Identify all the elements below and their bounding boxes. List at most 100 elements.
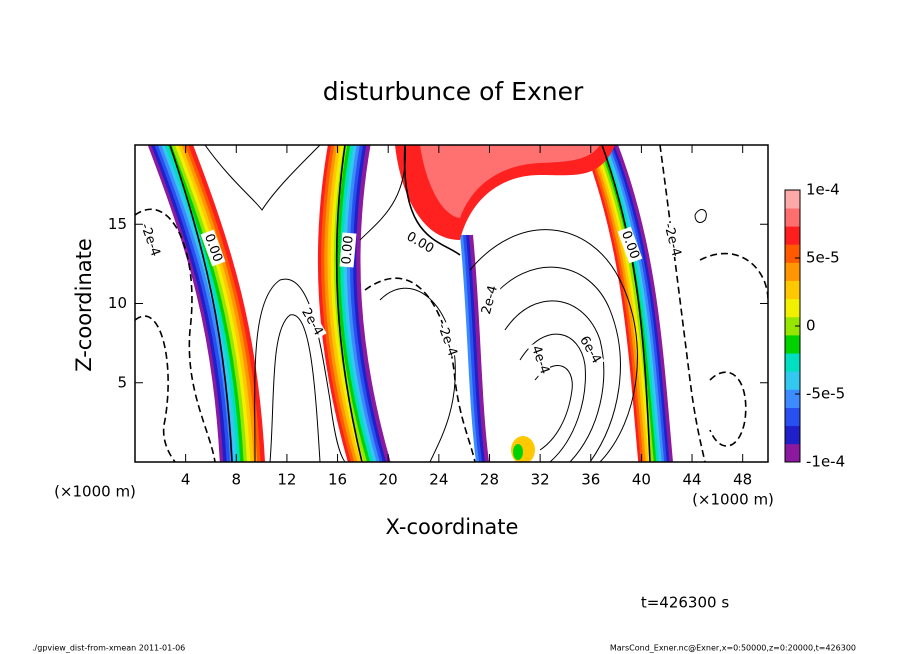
front-band <box>175 145 252 462</box>
negative-contours <box>135 145 768 462</box>
x-tick-label: 28 <box>480 471 499 489</box>
front-band <box>168 145 245 462</box>
colorbar-band <box>785 425 800 445</box>
front-band <box>151 145 228 462</box>
colorbar-band <box>785 298 800 318</box>
chart-title: disturbunce of Exner <box>323 77 584 106</box>
front-band <box>181 145 259 462</box>
y-tick-label: 15 <box>108 215 127 233</box>
front-band <box>606 145 666 462</box>
front-band <box>185 145 262 462</box>
front-band <box>147 145 225 462</box>
filled-fronts <box>147 145 673 462</box>
front-band <box>356 145 391 462</box>
x-axis-label: X-coordinate <box>386 515 519 539</box>
label-bg <box>478 281 502 319</box>
front-band <box>585 145 645 462</box>
label-bg <box>434 321 460 359</box>
front-band <box>466 234 486 462</box>
front-band <box>154 145 231 462</box>
contour-label: -2e-4 <box>434 321 460 358</box>
label-bg <box>527 341 553 379</box>
x-tick-label: 12 <box>277 471 296 489</box>
x-tick-label: 48 <box>733 471 752 489</box>
colorbar-tick-label: -5e-5 <box>806 385 845 403</box>
colorbar-band <box>785 226 800 245</box>
colorbar-band <box>785 389 800 408</box>
colorbar-band <box>785 280 800 300</box>
contour-label: 0.00 <box>339 235 356 265</box>
front-band <box>596 145 655 462</box>
label-bg <box>339 232 357 268</box>
colorbar-band <box>785 208 800 227</box>
x-tick-label: 16 <box>328 471 347 489</box>
colorbar-band <box>785 371 800 390</box>
y-tick-label: 10 <box>108 294 127 312</box>
colorbar-tick-label: 5e-5 <box>806 249 840 267</box>
front-band <box>583 145 642 462</box>
front-band <box>601 145 660 462</box>
front-band <box>609 145 668 462</box>
front-band <box>324 145 359 462</box>
contour-line <box>335 145 363 462</box>
colorbar-band <box>785 316 800 336</box>
colorbar-band <box>785 190 800 209</box>
front-band <box>611 145 671 462</box>
x-tick-label: 20 <box>379 471 398 489</box>
front-band <box>614 145 673 462</box>
x-tick-label: 4 <box>181 471 191 489</box>
contour-lines <box>204 145 707 462</box>
colorbar-band <box>785 262 800 281</box>
label-bg <box>575 331 605 369</box>
front-band <box>591 145 650 462</box>
filled-region <box>420 145 600 218</box>
x-unit: (×1000 m) <box>54 483 136 501</box>
colorbar-band <box>785 443 800 463</box>
front-band <box>321 145 356 462</box>
label-bg <box>660 221 684 259</box>
label-bg <box>401 228 439 258</box>
footer-left: ./gpview_dist-from-xmean 2011-01-06 <box>32 644 185 653</box>
front-band <box>604 145 663 462</box>
x-tick-label: 40 <box>632 471 651 489</box>
front-band <box>343 145 378 462</box>
label-bg <box>297 303 327 341</box>
colorbar-band <box>785 244 800 263</box>
front-band <box>337 145 372 462</box>
filled-region <box>513 444 523 460</box>
x-unit: (×1000 m) <box>692 491 774 509</box>
front-band <box>171 145 248 462</box>
front-band <box>164 145 242 462</box>
front-band <box>178 145 255 462</box>
contour-line <box>403 145 461 256</box>
colorbar-tick-label: 1e-4 <box>806 181 840 199</box>
front-band <box>349 145 385 462</box>
front-band <box>327 145 362 462</box>
x-tick-label: 44 <box>682 471 701 489</box>
front-band <box>463 234 483 462</box>
front-band <box>330 145 365 462</box>
front-band <box>188 145 265 462</box>
contour-label: 2e-4 <box>479 284 501 316</box>
front-band <box>353 145 388 462</box>
footer-right: MarsCond_Exner.nc@Exner,x=0:50000,z=0:20… <box>610 644 856 653</box>
label-bg <box>137 221 163 259</box>
x-tick-label: 8 <box>232 471 242 489</box>
contour-line <box>601 145 651 462</box>
colorbar-band <box>785 407 800 427</box>
x-tick-label: 24 <box>429 471 448 489</box>
zero-contours <box>169 145 651 462</box>
y-tick-label: 5 <box>117 373 127 391</box>
annotation: t=426300 s <box>641 594 729 612</box>
front-band <box>340 145 375 462</box>
colorbar-band <box>785 353 800 372</box>
front-band <box>469 234 489 462</box>
front-band <box>317 145 353 462</box>
front-band <box>346 145 381 462</box>
colorbar-band <box>785 335 800 354</box>
colorbar-tick-label: -1e-4 <box>806 453 845 471</box>
front-band <box>460 234 480 462</box>
